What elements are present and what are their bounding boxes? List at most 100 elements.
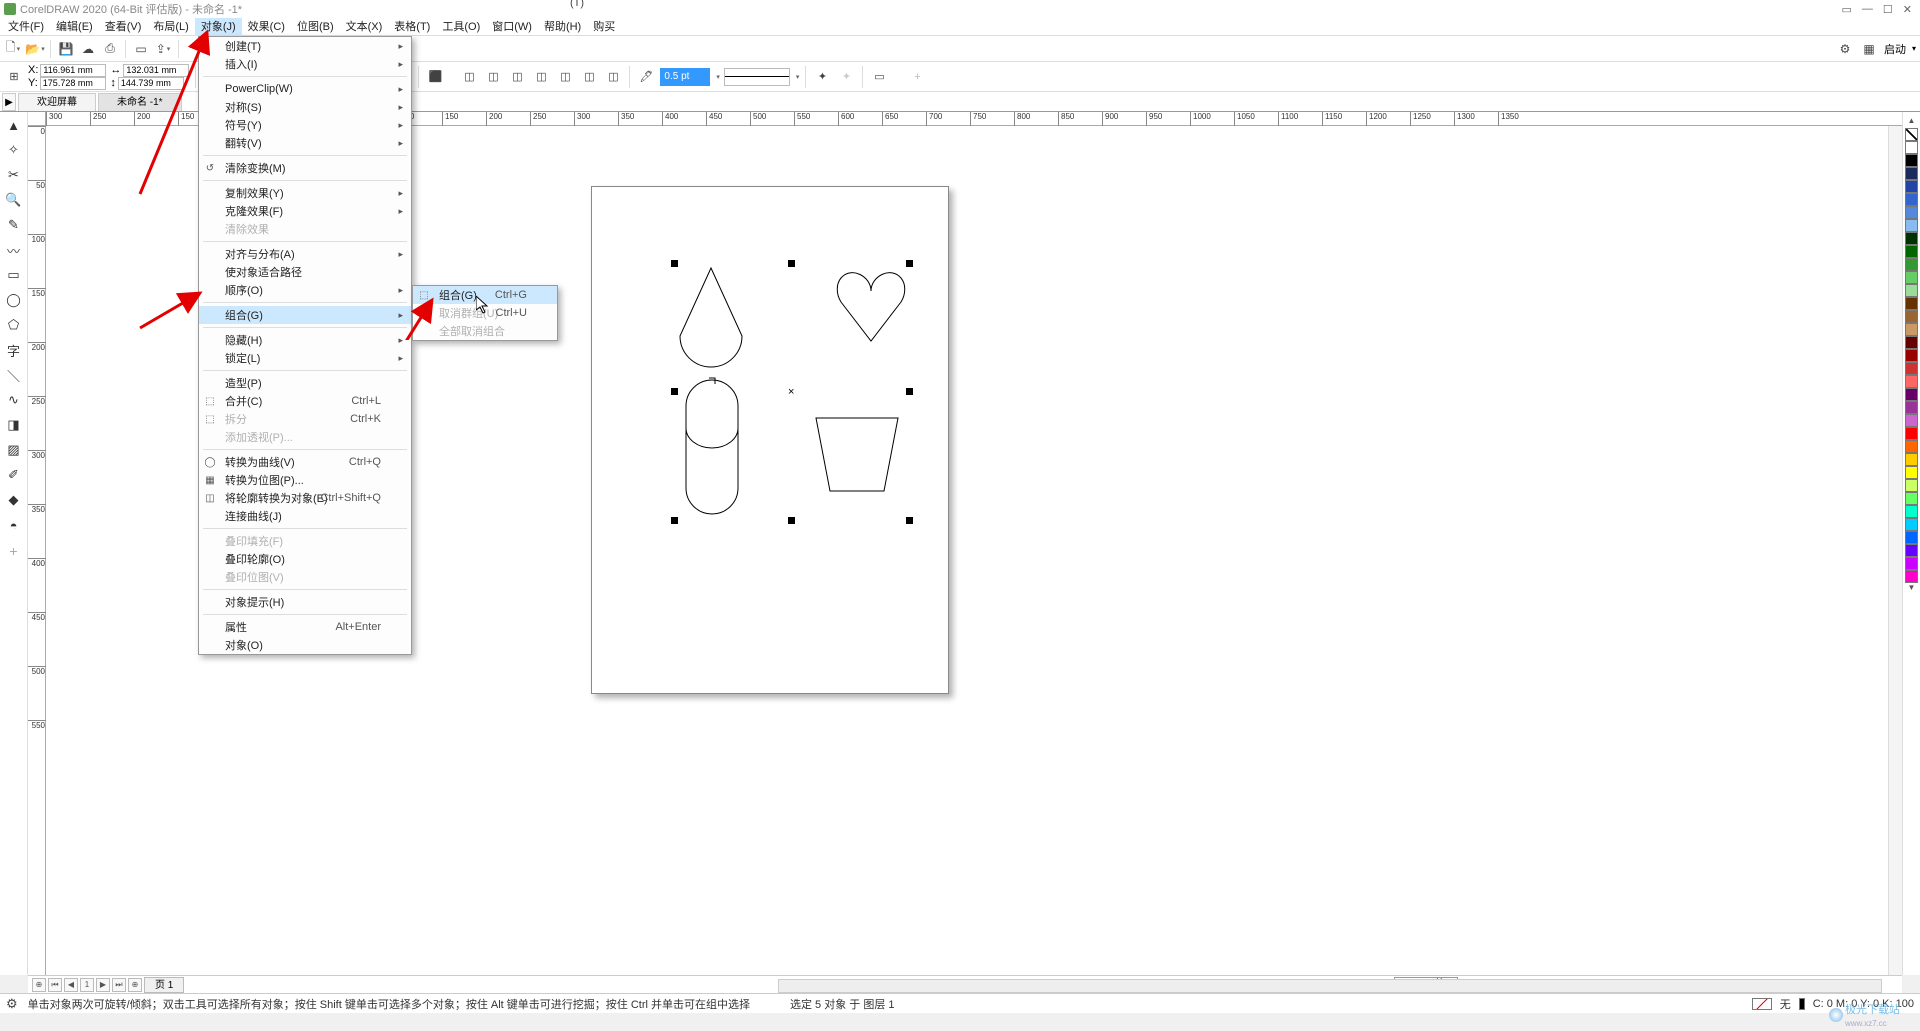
palette-up-icon[interactable]: ▲ [1908,116,1916,128]
menuitem-连接曲线J[interactable]: 连接曲线(J) [199,507,411,525]
minimize-icon[interactable]: — [1862,3,1873,16]
tab-document[interactable]: 未命名 -1* [98,93,182,111]
close-icon[interactable]: ✕ [1903,3,1912,16]
color-swatch[interactable] [1905,362,1918,375]
menu-布局L[interactable]: 布局(L) [147,18,194,36]
menuitem-翻转V[interactable]: 翻转(V) [199,134,411,152]
selection-handle[interactable] [671,260,678,267]
color-swatch[interactable] [1905,479,1918,492]
rectangle-tool-icon[interactable]: ▭ [3,264,25,286]
launch-btn[interactable]: 启动 [1884,41,1906,57]
layout-icon[interactable]: ▦ [1860,40,1878,58]
polygon-tool-icon[interactable]: ⬠ [3,314,25,336]
color-swatch[interactable] [1905,492,1918,505]
selection-handle[interactable] [671,388,678,395]
save-icon[interactable]: 💾 [57,40,75,58]
menuitem-PowerClipW[interactable]: PowerClip(W) [199,80,411,98]
menuitem-对象提示H[interactable]: 对象提示(H) [199,593,411,611]
ellipse-tool-icon[interactable]: ◯ [3,289,25,311]
scrollbar-vertical[interactable] [1888,126,1902,975]
color-swatch[interactable] [1905,570,1918,583]
menu-位图B[interactable]: 位图(B) [291,18,340,36]
menuitem-合并C[interactable]: ⬚合并(C)Ctrl+L [199,392,411,410]
menu-查看V[interactable]: 查看(V) [99,18,148,36]
eyedropper-tool-icon[interactable]: ✐ [3,464,25,486]
menu-表格T[interactable]: 表格(T) [388,18,436,36]
effects-icon[interactable]: ✦ [836,67,856,87]
menu-工具O[interactable]: 工具(O) [436,18,486,36]
page-add2-icon[interactable]: ⊕ [128,978,142,992]
color-swatch[interactable] [1905,180,1918,193]
text-tool-icon[interactable]: 字 [3,339,25,361]
menuitem-造型P[interactable]: 造型(P) [199,374,411,392]
menuitem-创建T[interactable]: 创建(T) [199,37,411,55]
status-gear-icon[interactable]: ⚙ [6,996,18,1012]
dimension-tool-icon[interactable]: ∿ [3,389,25,411]
no-color-swatch[interactable] [1905,128,1918,141]
selection-handle[interactable] [671,517,678,524]
color-swatch[interactable] [1905,310,1918,323]
color-swatch[interactable] [1905,544,1918,557]
menu-窗口W[interactable]: 窗口(W) [486,18,538,36]
intersect-icon[interactable]: ◫ [507,67,527,87]
page-last-icon[interactable]: ⏭ [112,978,126,992]
color-swatch[interactable] [1905,245,1918,258]
crop-tool-icon[interactable]: ✂ [3,164,25,186]
trim-icon[interactable]: ◫ [483,67,503,87]
ruler-vertical[interactable]: 050100150200250300350400450500550 [28,126,46,975]
x-input[interactable] [40,64,106,77]
color-swatch[interactable] [1905,401,1918,414]
selection-center[interactable]: × [788,388,797,397]
fill-tool-icon[interactable]: ◆ [3,489,25,511]
outline-width-drop[interactable] [714,73,720,81]
toolbox-add-icon[interactable]: + [9,543,17,559]
ruler-corner[interactable] [28,112,46,126]
menuitem-使对象适合路径[interactable]: 使对象适合路径 [199,263,411,281]
menuitem-隐藏H[interactable]: 隐藏(H) [199,331,411,349]
menu-编辑E[interactable]: 编辑(E) [50,18,99,36]
quick-custom-icon[interactable]: ▭ [869,67,889,87]
tab-start-icon[interactable]: ▶ [2,93,16,111]
color-swatch[interactable] [1905,466,1918,479]
weld-icon[interactable]: ◫ [459,67,479,87]
selection-handle[interactable] [906,517,913,524]
menu-效果C[interactable]: 效果(C) [242,18,291,36]
selection-handle[interactable] [906,388,913,395]
color-swatch[interactable] [1905,193,1918,206]
freehand-tool-icon[interactable]: ✎ [3,214,25,236]
color-swatch[interactable] [1905,258,1918,271]
smart-fill-tool-icon[interactable]: ◓ [3,514,25,536]
back-minus-icon[interactable]: ◫ [579,67,599,87]
w-input[interactable] [123,64,189,77]
outline-pen-icon[interactable]: 🖊 [636,67,656,87]
menuitem-叠印轮廓O[interactable]: 叠印轮廓(O) [199,550,411,568]
page-add-icon[interactable]: ⊕ [32,978,46,992]
color-swatch[interactable] [1905,518,1918,531]
color-swatch[interactable] [1905,154,1918,167]
page-next-icon[interactable]: ▶ [96,978,110,992]
open-icon[interactable]: 📂 [26,40,44,58]
color-swatch[interactable] [1905,349,1918,362]
menuitem-组合G[interactable]: ⬚组合(G)Ctrl+G [413,286,557,304]
line-style-select[interactable] [724,68,790,86]
page-num[interactable]: 1 [80,978,94,992]
outline-width-input[interactable] [660,68,710,86]
color-swatch[interactable] [1905,271,1918,284]
h-input[interactable] [118,77,184,90]
color-swatch[interactable] [1905,453,1918,466]
color-swatch[interactable] [1905,505,1918,518]
color-swatch[interactable] [1905,284,1918,297]
menuitem-对称S[interactable]: 对称(S) [199,98,411,116]
menuitem-锁定L[interactable]: 锁定(L) [199,349,411,367]
color-swatch[interactable] [1905,219,1918,232]
color-swatch[interactable] [1905,232,1918,245]
transparency-tool-icon[interactable]: ▨ [3,439,25,461]
outline-swatch[interactable] [1799,998,1805,1010]
front-minus-icon[interactable]: ◫ [555,67,575,87]
color-swatch[interactable] [1905,388,1918,401]
menuitem-属性[interactable]: 属性Alt+Enter [199,618,411,636]
menuitem-转换为位图P[interactable]: ▦转换为位图(P)... [199,471,411,489]
line-tool-icon[interactable]: ＼ [3,364,25,386]
y-input[interactable] [40,77,106,90]
selection-handle[interactable] [906,260,913,267]
